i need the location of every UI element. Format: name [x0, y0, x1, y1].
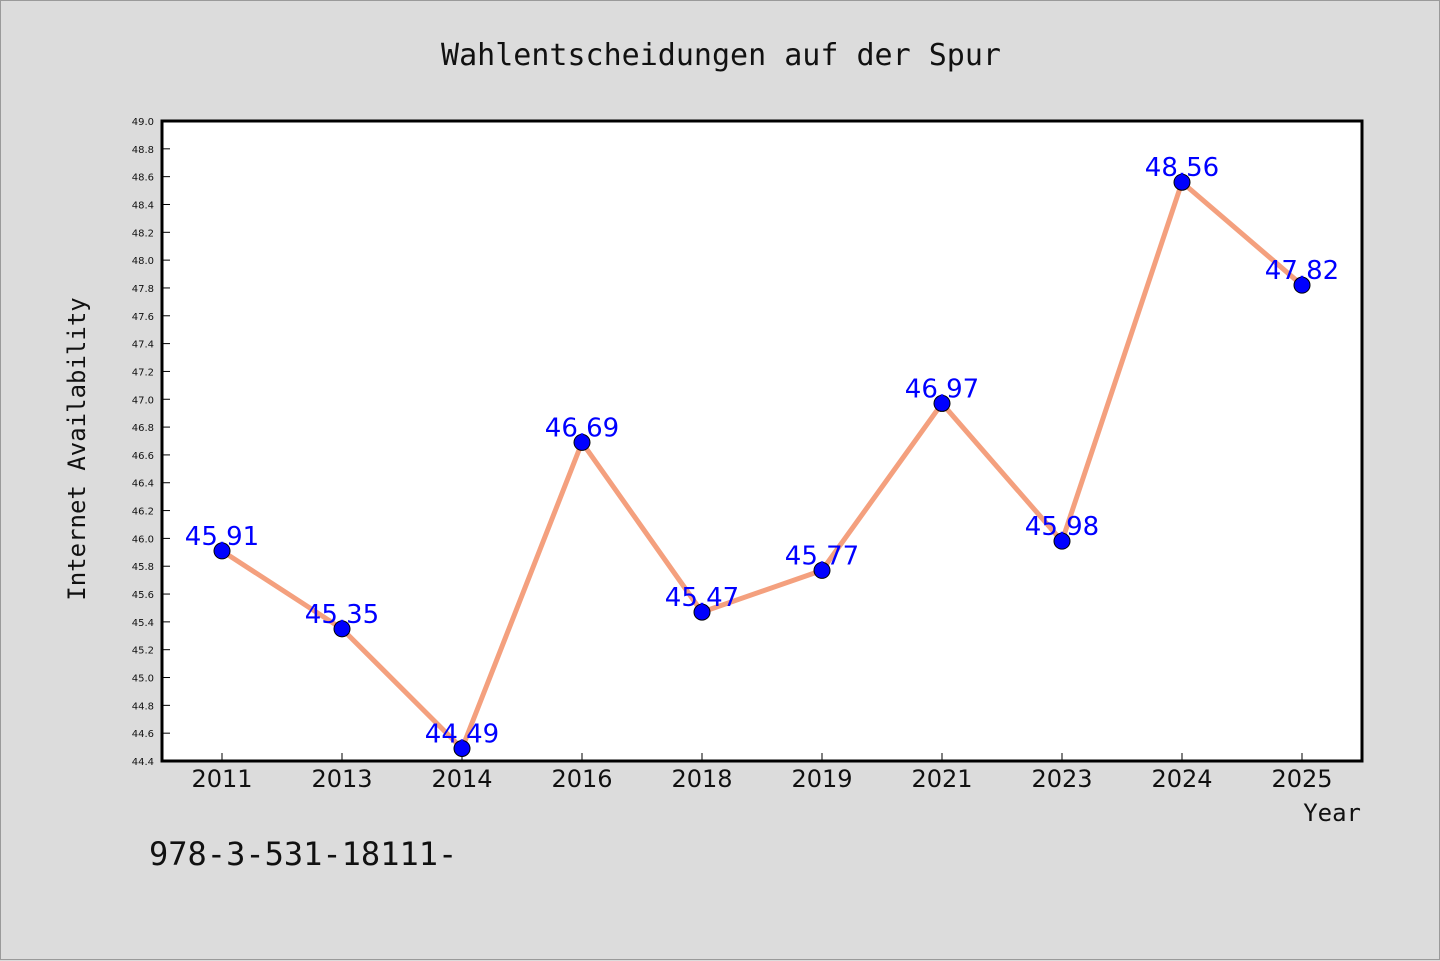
data-label: 48.56	[1145, 153, 1219, 183]
data-label: 45.35	[305, 600, 379, 630]
x-tick-label: 2019	[791, 765, 852, 793]
y-tick-label: 46.0	[132, 534, 154, 545]
y-tick-label: 48.0	[132, 256, 154, 267]
data-point	[1293, 276, 1311, 294]
data-label: 44.49	[425, 719, 499, 749]
y-tick-label: 46.6	[132, 451, 154, 462]
data-point	[453, 739, 471, 757]
plot-border	[160, 119, 1364, 763]
x-tick-label: 2011	[191, 765, 252, 793]
y-tick-label: 46.8	[132, 423, 154, 434]
y-tick-label: 45.0	[132, 674, 154, 685]
y-tick-label: 45.6	[132, 590, 154, 601]
data-label: 46.97	[905, 374, 979, 404]
data-label: 47.82	[1265, 256, 1339, 286]
y-tick-label: 45.4	[132, 618, 154, 629]
data-label: 45.91	[185, 522, 259, 552]
y-tick-label: 48.8	[132, 145, 154, 156]
x-tick-label: 2018	[671, 765, 732, 793]
x-axis-label: Year	[1303, 799, 1361, 827]
y-tick-label: 48.4	[132, 200, 154, 211]
data-label: 45.98	[1025, 512, 1099, 542]
y-tick-label: 47.4	[132, 340, 154, 351]
y-tick-label: 49.0	[132, 117, 154, 128]
x-tick-label: 2023	[1031, 765, 1092, 793]
data-point	[813, 561, 831, 579]
x-tick-label: 2014	[431, 765, 492, 793]
y-tick-label: 44.8	[132, 701, 154, 712]
y-tick-label: 46.2	[132, 507, 154, 518]
data-point	[1053, 532, 1071, 550]
data-label: 45.47	[665, 583, 739, 613]
data-point	[933, 394, 951, 412]
y-tick-label: 46.4	[132, 479, 154, 490]
plot-area	[162, 121, 1362, 761]
x-tick-label: 2025	[1271, 765, 1332, 793]
y-tick-label: 45.2	[132, 646, 154, 657]
y-tick-label: 44.4	[132, 757, 154, 768]
y-tick-label: 47.6	[132, 312, 154, 323]
series-layer	[213, 173, 1311, 757]
x-tick-label: 2024	[1151, 765, 1212, 793]
y-tick-label: 47.8	[132, 284, 154, 295]
data-point	[333, 620, 351, 638]
data-point	[1173, 173, 1191, 191]
y-tick-label: 44.6	[132, 729, 154, 740]
series-line	[219, 179, 1305, 751]
data-point	[213, 542, 231, 560]
x-axis: 2011 2013 2014 2016 2018 2019 2021 2023 2024 2025	[191, 753, 1333, 793]
x-tick-label: 2016	[551, 765, 612, 793]
data-label-layer: 45.91 45.35 44.49 46.69 45.47 45.77 46.97 45.98…	[185, 153, 1339, 749]
data-point	[693, 603, 711, 621]
data-label: 46.69	[545, 413, 619, 443]
y-tick-label: 47.2	[132, 367, 154, 378]
y-tick-label: 48.6	[132, 173, 154, 184]
y-tick-label: 45.8	[132, 562, 154, 573]
y-tick-label: 48.2	[132, 228, 154, 239]
y-tick-label: 47.0	[132, 395, 154, 406]
x-tick-label: 2021	[911, 765, 972, 793]
data-point	[573, 433, 591, 451]
data-label: 45.77	[785, 541, 859, 571]
chart-title: Wahlentscheidungen auf der Spur	[441, 38, 1001, 73]
footnote-text: 978-3-531-18111-	[149, 835, 457, 873]
x-tick-label: 2013	[311, 765, 372, 793]
y-axis-label: Internet Availability	[63, 297, 91, 600]
